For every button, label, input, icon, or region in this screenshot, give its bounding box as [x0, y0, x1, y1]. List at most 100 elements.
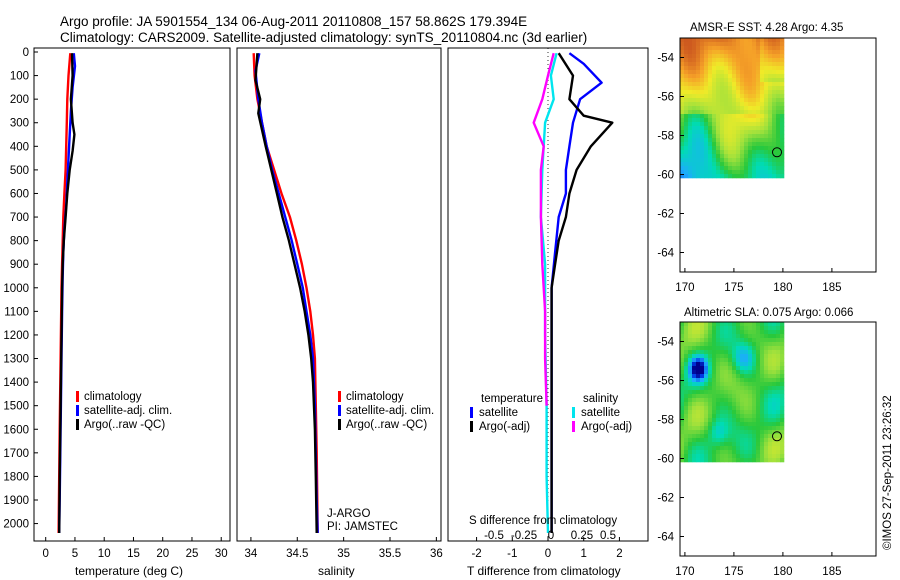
heatmap-cell [776, 62, 781, 67]
heatmap-cell [752, 74, 757, 79]
heatmap-cell [680, 446, 685, 451]
heatmap-cell [752, 126, 757, 131]
heatmap-cell [688, 130, 693, 135]
heatmap-cell [752, 90, 757, 95]
heatmap-cell [768, 406, 773, 411]
heatmap-cell [760, 142, 765, 147]
heatmap-cell [692, 58, 697, 63]
heatmap-cell [756, 86, 761, 91]
heatmap-cell [776, 154, 781, 159]
heatmap-cell [732, 442, 737, 447]
heatmap-cell [724, 138, 729, 143]
heatmap-cell [760, 50, 765, 55]
depth-tick-label: 2000 [3, 519, 29, 531]
heatmap-cell [760, 134, 765, 139]
legend-swatch [76, 419, 79, 430]
heatmap-cell [776, 394, 781, 399]
heatmap-cell [696, 94, 701, 99]
heatmap-cell [764, 442, 769, 447]
heatmap-cell [736, 122, 741, 127]
heatmap-cell [692, 74, 697, 79]
heatmap-cell [760, 454, 765, 459]
heatmap-cell [680, 358, 685, 363]
legend-swatch [338, 405, 341, 416]
heatmap-cell [744, 426, 749, 431]
heatmap-cell [732, 322, 737, 327]
difference-axes-frame [447, 47, 649, 542]
heatmap-cell [712, 134, 717, 139]
heatmap-cell [696, 166, 701, 171]
heatmap-cell [720, 86, 725, 91]
heatmap-cell [712, 150, 717, 155]
heatmap-cell [684, 62, 689, 67]
heatmap-cell [728, 170, 733, 175]
heatmap-cell [744, 98, 749, 103]
heatmap-cell [744, 454, 749, 459]
heatmap-cell [760, 170, 765, 175]
heatmap-cell [776, 334, 781, 339]
heatmap-cell [692, 430, 697, 435]
heatmap-cell [728, 394, 733, 399]
heatmap-cell [684, 338, 689, 343]
heatmap-cell [780, 422, 785, 427]
temperature-panel: 0100200300400500600700800900100011001200… [3, 47, 452, 578]
heatmap-cell [688, 138, 693, 143]
heatmap-cell [700, 86, 705, 91]
legend-label: climatology [84, 391, 142, 403]
heatmap-cell [748, 126, 753, 131]
heatmap-cell [768, 102, 773, 107]
heatmap-cell [684, 54, 689, 59]
heatmap-cell [696, 434, 701, 439]
heatmap-cell [732, 102, 737, 107]
legend-label: climatology [346, 391, 404, 403]
heatmap-cell [696, 134, 701, 139]
heatmap-cell [700, 106, 705, 111]
heatmap-cell [700, 350, 705, 355]
heatmap-cell [740, 62, 745, 67]
heatmap-cell [748, 454, 753, 459]
heatmap-cell [720, 354, 725, 359]
salinity-panel: 34 34.5 35 35.5 36 salinity climatologysatel… [236, 47, 443, 578]
heatmap-cell [780, 142, 785, 147]
x-tick-label: -1 [507, 548, 517, 560]
heatmap-cell [736, 62, 741, 67]
series-line [532, 52, 555, 406]
heatmap-cell [724, 386, 729, 391]
heatmap-cell [688, 342, 693, 347]
heatmap-cell [740, 138, 745, 143]
heatmap-cell [768, 342, 773, 347]
heatmap-cell [768, 118, 773, 123]
heatmap-cell [748, 86, 753, 91]
heatmap-cell [736, 86, 741, 91]
heatmap-cell [680, 42, 685, 47]
heatmap-cell [692, 150, 697, 155]
heatmap-cell [764, 402, 769, 407]
heatmap-cell [712, 170, 717, 175]
heatmap-cell [764, 86, 769, 91]
heatmap-cell [688, 154, 693, 159]
heatmap-cell [704, 362, 709, 367]
heatmap-cell [724, 346, 729, 351]
x-tick-label: 0 [42, 548, 48, 560]
heatmap-cell [736, 426, 741, 431]
heatmap-cell [688, 78, 693, 83]
heatmap-cell [700, 138, 705, 143]
heatmap-cell [700, 346, 705, 351]
heatmap-cell [700, 38, 705, 43]
heatmap-cell [752, 390, 757, 395]
heatmap-cell [716, 174, 721, 179]
heatmap-cell [740, 358, 745, 363]
heatmap-cell [724, 390, 729, 395]
heatmap-cell [736, 74, 741, 79]
heatmap-cell [728, 334, 733, 339]
legend-swatch [76, 405, 79, 416]
heatmap-cell [772, 114, 777, 119]
heatmap-cell [716, 106, 721, 111]
heatmap-cell [684, 330, 689, 335]
heatmap-cell [764, 334, 769, 339]
heatmap-cell [728, 378, 733, 383]
heatmap-cell [700, 162, 705, 167]
heatmap-cell [752, 434, 757, 439]
heatmap-cell [776, 418, 781, 423]
heatmap-cell [748, 154, 753, 159]
